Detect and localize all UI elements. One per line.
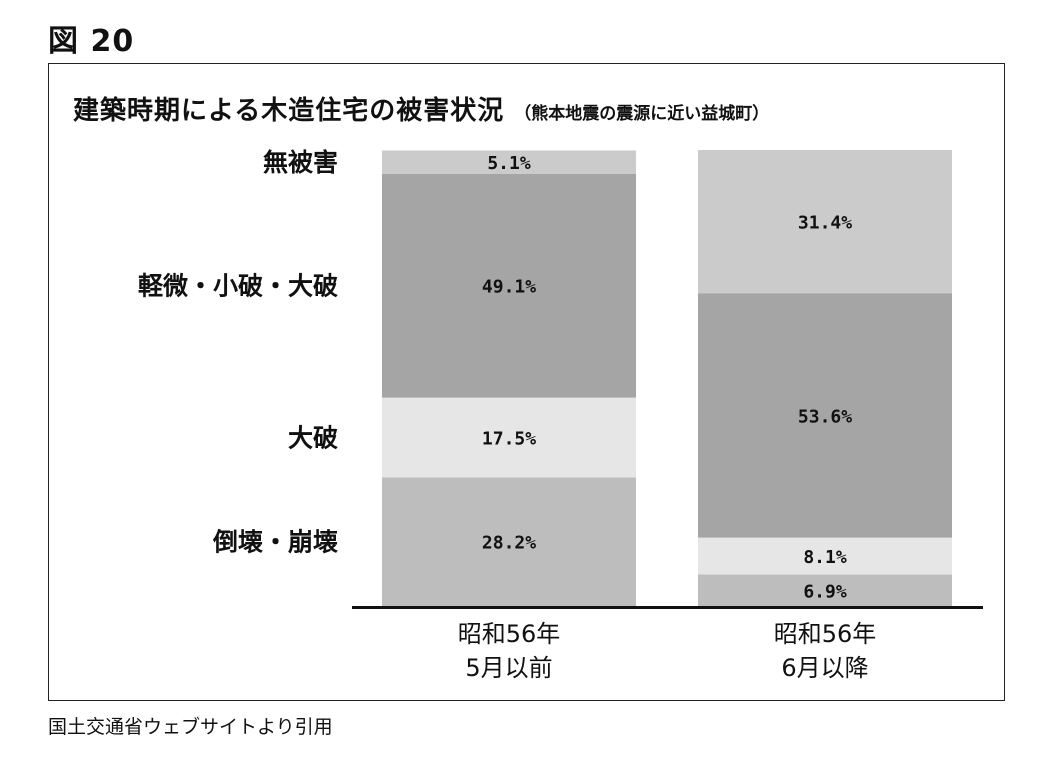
category-label: 6月以降 [781, 654, 868, 682]
chart-subtitle: （熊本地震の震源に近い益城町） [514, 104, 770, 124]
chart-title-block: 建築時期による木造住宅の被害状況 （熊本地震の震源に近い益城町） [73, 90, 769, 127]
chart-title: 建築時期による木造住宅の被害状況 [73, 96, 505, 126]
bars-layer: 28.2% 17.5% 49.1% 5.1% 6.9% 8.1% 53.6% 31.4% [352, 150, 983, 609]
bar-segment [382, 397, 636, 478]
data-label: 17.5% [482, 429, 536, 450]
category-labels-layer: 昭和56年 5月以前 昭和56年 6月以降 [458, 620, 877, 682]
category-label: 昭和56年 [458, 620, 561, 648]
data-label: 28.2% [482, 533, 536, 554]
data-label: 6.9% [803, 581, 847, 602]
bar-segment [382, 173, 636, 398]
data-label: 53.6% [798, 406, 852, 427]
data-label: 31.4% [798, 213, 852, 234]
legend-layer: 倒壊・崩壊 大破 軽微・小破・大破 無被害 [138, 148, 338, 557]
figure-label: 図 20 [48, 24, 135, 59]
bar-segment [698, 293, 952, 538]
bar-segment [698, 537, 952, 575]
legend-row-label: 倒壊・崩壊 [212, 528, 338, 557]
legend-row-label: 無被害 [263, 148, 338, 177]
bar-segment [698, 150, 952, 294]
legend-row-label: 大破 [288, 424, 338, 453]
data-label: 49.1% [482, 277, 536, 298]
bar-segment [382, 477, 636, 606]
category-label: 5月以前 [465, 654, 552, 682]
chart-frame: 建築時期による木造住宅の被害状況 （熊本地震の震源に近い益城町） 28.2% 17.… [48, 63, 1005, 701]
source-note: 国土交通省ウェブサイトより引用 [48, 716, 333, 738]
legend-row-label: 軽微・小破・大破 [138, 272, 338, 301]
category-label: 昭和56年 [774, 620, 877, 648]
bar-segment [698, 574, 952, 606]
data-label: 5.1% [487, 153, 531, 174]
stacked-bar-chart: 28.2% 17.5% 49.1% 5.1% 6.9% 8.1% 53.6% 31.4% 倒壊… [138, 148, 983, 682]
bar-segment [382, 150, 636, 174]
data-label: 8.1% [803, 547, 847, 568]
